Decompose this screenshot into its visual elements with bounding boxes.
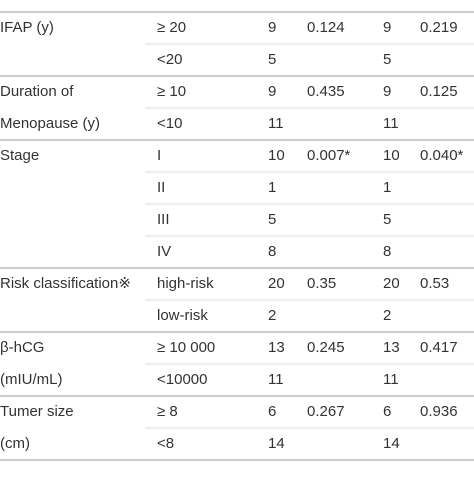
count-cell: 10 — [383, 147, 400, 164]
count-cell: 5 — [383, 51, 391, 68]
count-cell: 11 — [268, 371, 284, 388]
variable-cell: Risk classification※ — [0, 275, 131, 292]
group-cell: <10000 — [157, 371, 207, 388]
variable-cell: Menopause (y) — [0, 115, 100, 132]
count-cell: 5 — [268, 51, 276, 68]
count-cell: 6 — [268, 403, 276, 420]
variable-cell: Tumer size — [0, 403, 74, 420]
variable-cell: IFAP (y) — [0, 19, 54, 36]
count-cell: 8 — [268, 243, 276, 260]
count-cell: 6 — [383, 403, 391, 420]
count-cell: 9 — [268, 19, 276, 36]
p-value-cell: 0.007* — [307, 147, 351, 164]
group-cell: IV — [157, 243, 171, 260]
p-value-cell: 0.245 — [307, 339, 345, 356]
p-value-cell: 0.53 — [420, 275, 449, 292]
group-cell: ≥ 10 — [157, 83, 186, 100]
group-cell: I — [157, 147, 161, 164]
count-cell: 11 — [383, 371, 399, 388]
group-cell: low-risk — [157, 307, 208, 324]
p-value-cell: 0.124 — [307, 19, 345, 36]
count-cell: 2 — [268, 307, 276, 324]
count-cell: 14 — [268, 435, 285, 452]
count-cell: 5 — [383, 211, 391, 228]
p-value-cell: 0.219 — [420, 19, 458, 36]
variable-cell: (mIU/mL) — [0, 371, 63, 388]
p-value-cell: 0.267 — [307, 403, 345, 420]
group-cell: ≥ 20 — [157, 19, 186, 36]
variable-cell: Stage — [0, 147, 39, 164]
p-value-cell: 0.125 — [420, 83, 458, 100]
group-cell: <20 — [157, 51, 182, 68]
count-cell: 20 — [268, 275, 285, 292]
count-cell: 5 — [268, 211, 276, 228]
count-cell: 20 — [383, 275, 400, 292]
variable-cell: (cm) — [0, 435, 30, 452]
count-cell: 11 — [383, 115, 399, 132]
count-cell: 1 — [268, 179, 276, 196]
group-cell: high-risk — [157, 275, 214, 292]
variable-cell: Duration of — [0, 83, 74, 100]
p-value-cell: 0.435 — [307, 83, 345, 100]
count-cell: 11 — [268, 115, 284, 132]
count-cell: 13 — [268, 339, 285, 356]
group-cell: ≥ 10 000 — [157, 339, 215, 356]
group-cell: II — [157, 179, 165, 196]
count-cell: 8 — [383, 243, 391, 260]
group-cell: ≥ 8 — [157, 403, 178, 420]
count-cell: 9 — [383, 83, 391, 100]
p-value-cell: 0.417 — [420, 339, 458, 356]
count-cell: 10 — [268, 147, 285, 164]
count-cell: 1 — [383, 179, 391, 196]
count-cell: 9 — [268, 83, 276, 100]
group-cell: <8 — [157, 435, 174, 452]
group-cell: III — [157, 211, 170, 228]
count-cell: 9 — [383, 19, 391, 36]
p-value-cell: 0.35 — [307, 275, 336, 292]
p-value-cell: 0.040* — [420, 147, 464, 164]
count-cell: 14 — [383, 435, 400, 452]
p-value-cell: 0.936 — [420, 403, 458, 420]
count-cell: 2 — [383, 307, 391, 324]
group-cell: <10 — [157, 115, 182, 132]
count-cell: 13 — [383, 339, 400, 356]
variable-cell: β-hCG — [0, 339, 44, 356]
